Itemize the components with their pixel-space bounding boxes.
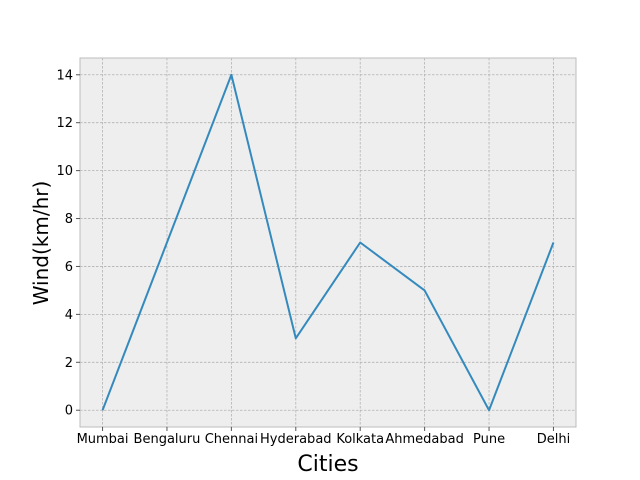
x-tick-label: Hyderabad bbox=[260, 432, 332, 447]
y-tick-label: 12 bbox=[56, 116, 73, 131]
y-tick-label: 0 bbox=[65, 404, 73, 419]
y-axis-label: Wind(km/hr) bbox=[29, 181, 53, 306]
x-tick-label: Bengaluru bbox=[134, 432, 201, 447]
y-axis-ticks: 0 2 4 6 8 10 12 14 bbox=[56, 68, 80, 419]
y-tick-label: 8 bbox=[65, 212, 73, 227]
x-axis-ticks: Mumbai Bengaluru Chennai Hyderabad Kolkata Ah… bbox=[77, 427, 570, 447]
plot-frame bbox=[79, 57, 577, 428]
x-tick-label: Mumbai bbox=[77, 432, 129, 447]
x-tick-label: Ahmedabad bbox=[385, 432, 463, 447]
y-tick-label: 14 bbox=[56, 68, 73, 83]
y-tick-label: 10 bbox=[56, 164, 73, 179]
series-line bbox=[101, 73, 555, 412]
x-tick-label: Pune bbox=[473, 432, 505, 447]
x-axis-label: Cities bbox=[297, 452, 358, 477]
y-tick-label: 6 bbox=[65, 260, 73, 275]
y-tick-label: 4 bbox=[65, 308, 73, 323]
x-tick-label: Delhi bbox=[537, 432, 570, 447]
x-tick-label: Kolkata bbox=[336, 432, 384, 447]
x-tick-label: Chennai bbox=[205, 432, 258, 447]
plot-area bbox=[80, 58, 576, 427]
y-tick-label: 2 bbox=[65, 356, 73, 371]
